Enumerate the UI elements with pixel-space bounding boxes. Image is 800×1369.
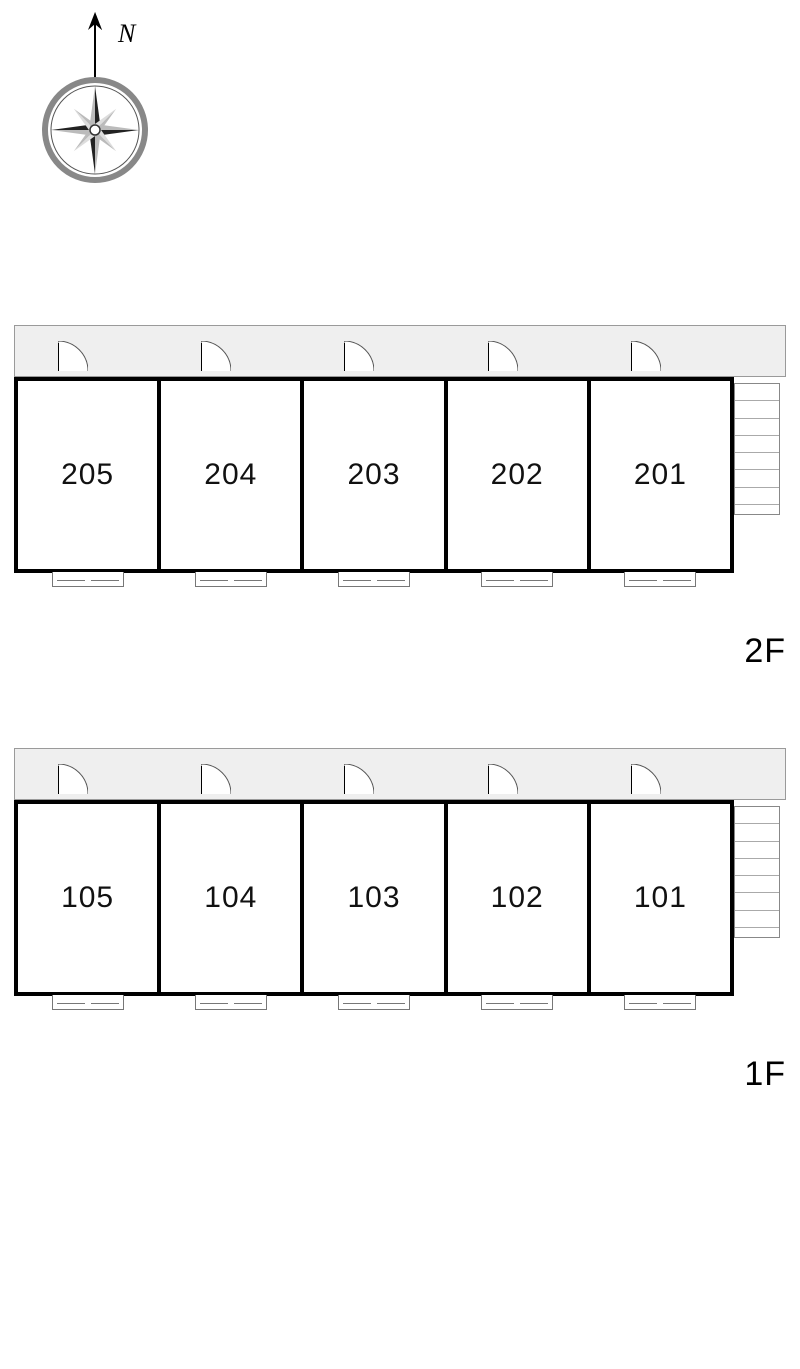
compass-label: N <box>117 19 137 48</box>
floor-2f: 205 204 203 202 <box>14 325 786 625</box>
unit-label: 203 <box>347 458 400 492</box>
floor-1f: 105 104 103 102 <box>14 748 786 1048</box>
door-icon <box>344 341 374 371</box>
window-icon <box>52 572 124 587</box>
unit-label: 104 <box>204 881 257 915</box>
stairs-1f <box>734 806 780 938</box>
corridor-2f <box>14 325 786 377</box>
window-icon <box>624 572 696 587</box>
unit-label: 205 <box>61 458 114 492</box>
stairs-2f <box>734 383 780 515</box>
unit-label: 101 <box>634 881 687 915</box>
unit-101: 101 <box>591 804 730 992</box>
units-row-1f: 105 104 103 102 <box>14 800 734 996</box>
door-icon <box>201 764 231 794</box>
unit-label: 202 <box>491 458 544 492</box>
unit-105: 105 <box>18 804 161 992</box>
floor-label-2f: 2F <box>744 632 786 671</box>
unit-201: 201 <box>591 381 730 569</box>
floor-plan-page: N <box>0 0 800 1369</box>
unit-label: 105 <box>61 881 114 915</box>
unit-102: 102 <box>448 804 591 992</box>
corridor-1f <box>14 748 786 800</box>
north-arrow-icon <box>88 12 102 82</box>
door-icon <box>488 764 518 794</box>
unit-103: 103 <box>304 804 447 992</box>
unit-label: 201 <box>634 458 687 492</box>
door-icon <box>201 341 231 371</box>
window-icon <box>52 995 124 1010</box>
window-icon <box>195 995 267 1010</box>
door-icon <box>344 764 374 794</box>
unit-204: 204 <box>161 381 304 569</box>
unit-205: 205 <box>18 381 161 569</box>
window-icon <box>481 995 553 1010</box>
compass-rose: N <box>30 12 160 212</box>
unit-203: 203 <box>304 381 447 569</box>
window-icon <box>481 572 553 587</box>
window-icon <box>624 995 696 1010</box>
unit-label: 204 <box>204 458 257 492</box>
floor-label-1f: 1F <box>744 1055 786 1094</box>
unit-202: 202 <box>448 381 591 569</box>
door-icon <box>631 341 661 371</box>
window-icon <box>338 572 410 587</box>
door-icon <box>631 764 661 794</box>
door-icon <box>488 341 518 371</box>
window-icon <box>338 995 410 1010</box>
door-icon <box>58 764 88 794</box>
door-icon <box>58 341 88 371</box>
window-icon <box>195 572 267 587</box>
unit-104: 104 <box>161 804 304 992</box>
unit-label: 102 <box>491 881 544 915</box>
unit-label: 103 <box>347 881 400 915</box>
units-row-2f: 205 204 203 202 <box>14 377 734 573</box>
